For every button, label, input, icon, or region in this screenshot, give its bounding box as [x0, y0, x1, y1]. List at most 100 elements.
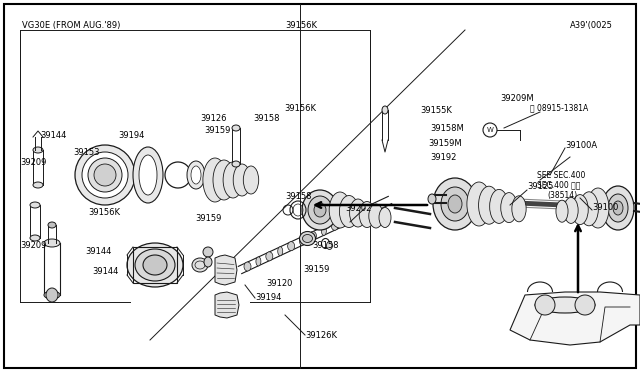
- Text: (38514): (38514): [547, 190, 577, 199]
- Text: 39156K: 39156K: [88, 208, 120, 217]
- Ellipse shape: [339, 196, 358, 228]
- Text: 39144: 39144: [92, 267, 118, 276]
- Ellipse shape: [369, 204, 383, 228]
- Ellipse shape: [82, 152, 128, 198]
- Ellipse shape: [349, 199, 366, 227]
- Text: 39159: 39159: [204, 125, 230, 135]
- Ellipse shape: [303, 234, 312, 243]
- Ellipse shape: [332, 221, 339, 230]
- Ellipse shape: [278, 247, 283, 256]
- Ellipse shape: [535, 295, 555, 315]
- Ellipse shape: [244, 262, 251, 271]
- Ellipse shape: [266, 252, 273, 261]
- Text: 39156K: 39156K: [285, 20, 317, 29]
- Text: VG30E (FROM AUG.'89): VG30E (FROM AUG.'89): [22, 20, 120, 29]
- Ellipse shape: [365, 206, 370, 215]
- Ellipse shape: [75, 145, 135, 205]
- Ellipse shape: [233, 164, 251, 196]
- Text: ⍷ 08915-1381A: ⍷ 08915-1381A: [530, 103, 588, 112]
- Ellipse shape: [490, 189, 508, 224]
- Text: 39120: 39120: [266, 279, 292, 289]
- Ellipse shape: [44, 239, 60, 247]
- Ellipse shape: [33, 147, 43, 153]
- Ellipse shape: [223, 162, 243, 198]
- Ellipse shape: [256, 257, 261, 266]
- Ellipse shape: [48, 222, 56, 228]
- Ellipse shape: [30, 235, 40, 241]
- Text: 39159: 39159: [195, 214, 221, 222]
- Text: 39209: 39209: [20, 157, 46, 167]
- Text: 39159M: 39159M: [428, 138, 461, 148]
- Ellipse shape: [587, 188, 609, 228]
- Ellipse shape: [535, 297, 595, 313]
- Ellipse shape: [300, 237, 305, 246]
- Ellipse shape: [500, 193, 517, 222]
- Ellipse shape: [310, 231, 316, 240]
- Ellipse shape: [139, 155, 157, 195]
- Text: A39'(0025: A39'(0025: [570, 20, 613, 29]
- Ellipse shape: [433, 178, 477, 230]
- Ellipse shape: [613, 201, 623, 215]
- Ellipse shape: [448, 195, 462, 213]
- Text: 39192: 39192: [430, 153, 456, 161]
- Text: 39153: 39153: [73, 148, 99, 157]
- Ellipse shape: [556, 200, 568, 222]
- Text: 39159: 39159: [303, 266, 330, 275]
- Ellipse shape: [135, 249, 175, 281]
- Ellipse shape: [191, 166, 201, 184]
- Ellipse shape: [300, 231, 316, 246]
- Ellipse shape: [46, 288, 58, 302]
- Ellipse shape: [287, 242, 294, 251]
- Ellipse shape: [326, 241, 333, 250]
- Ellipse shape: [467, 182, 491, 226]
- Ellipse shape: [428, 194, 436, 204]
- Ellipse shape: [575, 295, 595, 315]
- Polygon shape: [215, 255, 237, 285]
- Ellipse shape: [382, 106, 388, 114]
- Ellipse shape: [308, 196, 332, 224]
- Ellipse shape: [608, 194, 628, 222]
- Text: 39209: 39209: [20, 241, 46, 250]
- Ellipse shape: [512, 196, 526, 222]
- Text: 39158: 39158: [285, 192, 312, 201]
- Ellipse shape: [602, 186, 634, 230]
- Ellipse shape: [33, 182, 43, 188]
- Text: 39158: 39158: [312, 241, 339, 250]
- Ellipse shape: [441, 187, 469, 221]
- Text: SEE SEC.400: SEE SEC.400: [537, 170, 586, 180]
- Ellipse shape: [203, 247, 213, 257]
- Ellipse shape: [143, 255, 167, 275]
- Ellipse shape: [243, 166, 259, 194]
- Ellipse shape: [343, 216, 348, 225]
- Text: 39209M: 39209M: [500, 93, 534, 103]
- Ellipse shape: [30, 202, 40, 208]
- Ellipse shape: [213, 160, 235, 200]
- Text: 39126: 39126: [200, 113, 227, 122]
- Ellipse shape: [564, 198, 578, 224]
- Ellipse shape: [479, 186, 499, 224]
- Ellipse shape: [572, 195, 588, 225]
- Ellipse shape: [94, 164, 116, 186]
- Text: 39126K: 39126K: [305, 330, 337, 340]
- Bar: [133, 247, 177, 283]
- Ellipse shape: [127, 243, 183, 287]
- Ellipse shape: [302, 190, 338, 230]
- Text: 39202: 39202: [345, 203, 371, 212]
- Ellipse shape: [359, 202, 375, 228]
- Text: SEC.400 参照: SEC.400 参照: [537, 180, 580, 189]
- Ellipse shape: [232, 125, 240, 131]
- Ellipse shape: [379, 208, 391, 228]
- Ellipse shape: [88, 158, 122, 192]
- Ellipse shape: [232, 161, 240, 167]
- Polygon shape: [510, 292, 640, 345]
- Ellipse shape: [44, 291, 60, 299]
- Ellipse shape: [203, 158, 227, 202]
- Text: 39125: 39125: [527, 182, 554, 190]
- Text: 39194: 39194: [118, 131, 145, 140]
- Text: 39155K: 39155K: [420, 106, 452, 115]
- Polygon shape: [215, 292, 239, 318]
- Ellipse shape: [192, 258, 208, 272]
- Ellipse shape: [187, 161, 205, 189]
- Ellipse shape: [321, 227, 326, 235]
- Text: 39144: 39144: [85, 247, 111, 257]
